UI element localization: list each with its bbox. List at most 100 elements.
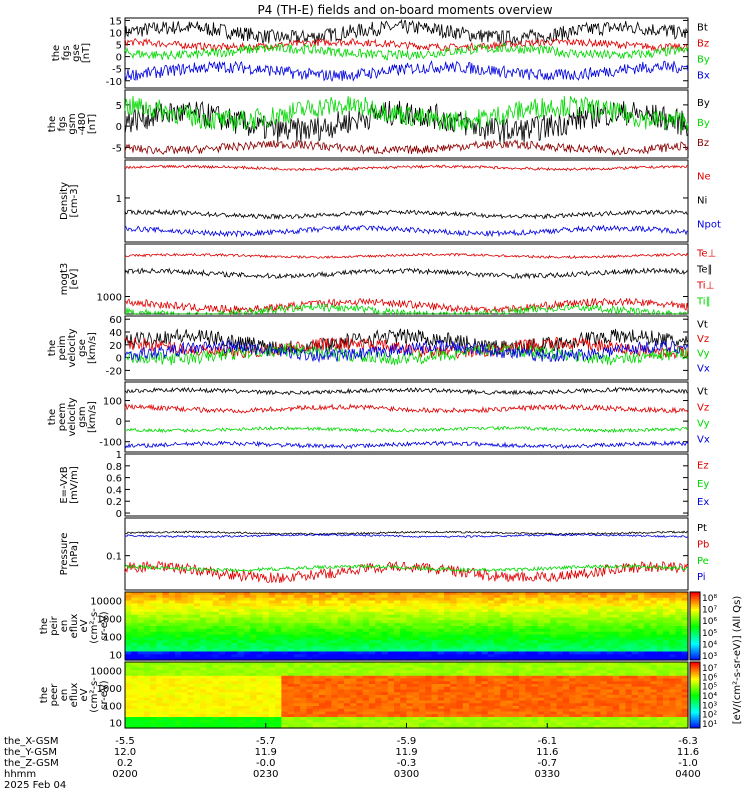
spectrogram-cell — [125, 606, 132, 610]
spectrogram-cell — [250, 597, 257, 602]
spectrogram-cell — [343, 643, 351, 647]
spectrogram-cell — [231, 700, 239, 704]
spectrogram-cell — [287, 706, 295, 710]
spectrogram-cell — [237, 717, 245, 721]
spectrogram-cell — [150, 670, 157, 674]
spectrogram-cell — [162, 681, 170, 685]
spectrogram-cell — [325, 692, 333, 696]
spectrogram-cell — [131, 700, 139, 704]
spectrogram-cell — [312, 708, 320, 713]
spectrogram-cell — [337, 609, 345, 613]
spectrogram-cell — [231, 614, 239, 619]
spectrogram-cell — [350, 611, 358, 616]
spectrogram-cell — [168, 603, 176, 607]
spectrogram-cell — [137, 603, 145, 607]
spectrogram-cell — [143, 678, 151, 682]
spectrogram-cell — [412, 637, 420, 641]
panel-frame — [124, 517, 689, 591]
spectrogram-cell — [544, 609, 551, 613]
spectrogram-cell — [337, 654, 345, 658]
spectrogram-cell — [343, 697, 351, 702]
spectrogram-cell — [556, 597, 564, 602]
spectrogram-cell — [212, 640, 220, 644]
spectrogram-cell — [544, 681, 551, 685]
spectrogram-cell — [575, 617, 583, 621]
spectrogram-cell — [662, 606, 670, 610]
spectrogram-cell — [281, 648, 289, 653]
colorbar-top-cell — [690, 612, 700, 615]
spectrogram-cell — [544, 645, 551, 650]
spectrogram-cell — [656, 722, 664, 726]
spectrogram-cell — [387, 654, 395, 658]
spectrogram-cell — [218, 667, 226, 671]
spectrogram-cell — [462, 711, 470, 715]
spectrogram-cell — [537, 662, 545, 666]
spectrogram-cell — [375, 662, 383, 666]
spectrogram-cell — [306, 684, 314, 688]
spectrogram-cell — [612, 722, 620, 726]
spectrogram-cell — [125, 667, 132, 671]
spectrogram-cell — [600, 670, 608, 674]
spectrogram-cell — [237, 600, 245, 604]
spectrogram-cell — [550, 631, 558, 636]
spectrogram-cell — [550, 600, 558, 604]
spectrogram-cell — [537, 664, 545, 669]
spectrogram-cell — [287, 634, 295, 638]
spectrogram-cell — [356, 631, 364, 636]
spectrogram-cell — [200, 634, 207, 638]
y-tick-label: 0 — [116, 122, 122, 133]
spectrogram-cell — [669, 594, 677, 599]
spectrogram-cell — [337, 614, 345, 619]
spectrogram-cell — [193, 678, 201, 682]
spectrogram-cell — [162, 606, 170, 610]
spectrogram-cell — [625, 657, 633, 661]
spectrogram-cell — [225, 684, 232, 688]
spectrogram-cell — [181, 719, 189, 724]
spectrogram-cell — [506, 717, 514, 721]
spectrogram-cell — [419, 673, 426, 677]
spectrogram-cell — [644, 611, 652, 616]
spectrogram-cell — [619, 664, 627, 669]
spectrogram-cell — [212, 708, 220, 713]
spectrogram-cell — [456, 651, 464, 655]
spectrogram-cell — [131, 711, 139, 715]
spectrogram-cell — [675, 645, 683, 650]
spectrogram-cell — [475, 673, 483, 677]
spectrogram-cell — [325, 681, 333, 685]
spectrogram-cell — [531, 708, 539, 713]
spectrogram-cell — [587, 673, 595, 677]
spectrogram-cell — [356, 692, 364, 696]
colorbar-bottom-cell — [690, 678, 700, 681]
spectrogram-cell — [175, 670, 182, 674]
spectrogram-cell — [206, 673, 214, 677]
spectrogram-cell — [137, 611, 145, 616]
spectrogram-cell — [250, 628, 257, 633]
spectrogram-cell — [400, 662, 408, 666]
spectrogram-cell — [262, 620, 270, 624]
spectrogram-cell — [362, 670, 370, 674]
series-line-Pi — [124, 533, 689, 538]
spectrogram-cell — [212, 626, 220, 630]
spectrogram-cell — [200, 719, 207, 724]
spectrogram-cell — [156, 673, 164, 677]
spectrogram-cell — [406, 620, 414, 624]
spectrogram-cell — [275, 654, 282, 658]
spectrogram-cell — [606, 708, 614, 713]
spectrogram-cell — [168, 634, 176, 638]
spectrogram-cell — [619, 603, 627, 607]
spectrogram-cell — [325, 689, 333, 693]
spectrogram-cell — [681, 722, 689, 726]
spectrogram-cell — [325, 670, 333, 674]
spectrogram-cell — [569, 703, 576, 707]
spectrogram-cell — [625, 725, 633, 729]
series-line-Vy — [124, 425, 689, 434]
y-tick-label: 5 — [116, 101, 122, 112]
spectrogram-cell — [456, 614, 464, 619]
spectrogram-cell — [612, 657, 620, 661]
series-line-Bx — [124, 59, 689, 83]
spectrogram-cell — [287, 711, 295, 715]
spectrogram-cell — [537, 611, 545, 616]
colorbar-bottom-cell — [690, 662, 700, 665]
spectrogram-cell — [562, 617, 570, 621]
